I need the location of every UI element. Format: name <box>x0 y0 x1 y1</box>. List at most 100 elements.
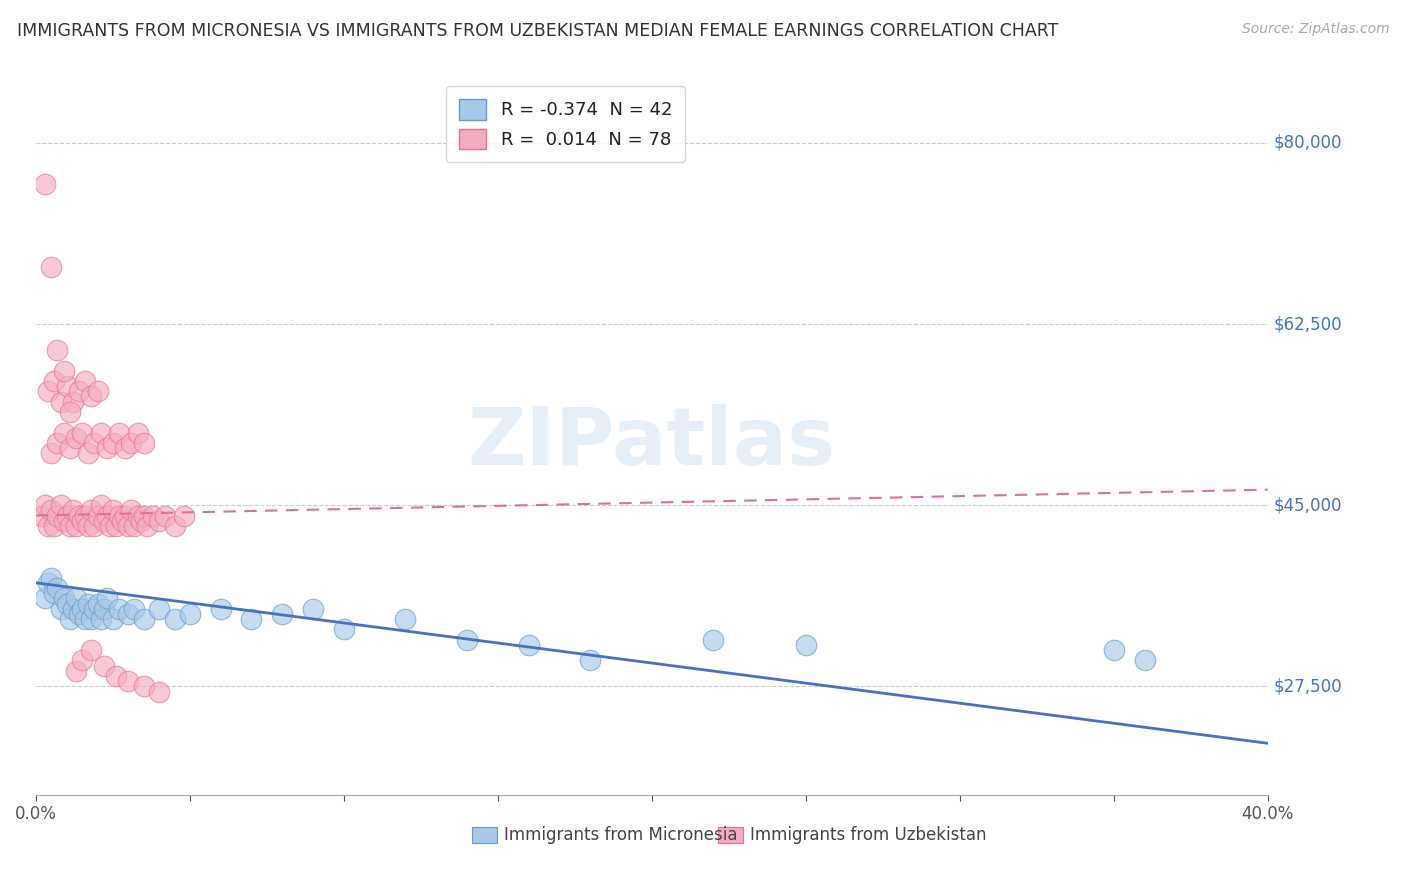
Point <box>65 519 87 533</box>
Point <box>120 436 142 450</box>
Point <box>1133 653 1156 667</box>
Point <box>37 519 59 533</box>
Point <box>105 519 128 533</box>
Point <box>67 607 90 621</box>
Point <box>132 508 155 523</box>
Point <box>105 669 128 683</box>
Point <box>77 519 100 533</box>
Point <box>517 638 540 652</box>
Point <box>86 384 108 399</box>
Point <box>148 684 170 698</box>
Point <box>83 519 105 533</box>
Point <box>114 508 136 523</box>
Point <box>96 442 118 456</box>
Point <box>41 503 63 517</box>
Point <box>41 260 63 274</box>
Point <box>1102 643 1125 657</box>
Point <box>75 612 97 626</box>
Point <box>62 601 84 615</box>
Point <box>55 508 77 523</box>
Point <box>77 446 100 460</box>
Point <box>96 508 118 523</box>
Point <box>702 632 724 647</box>
Point <box>44 519 66 533</box>
Point <box>101 612 124 626</box>
Point <box>46 581 69 595</box>
Point <box>163 612 186 626</box>
Point <box>120 503 142 517</box>
Point <box>93 658 115 673</box>
Point <box>111 514 134 528</box>
Text: $80,000: $80,000 <box>1274 134 1343 152</box>
Point <box>108 601 131 615</box>
Point <box>132 436 155 450</box>
Point <box>240 612 263 626</box>
Point <box>124 601 146 615</box>
Text: $27,500: $27,500 <box>1274 677 1343 696</box>
Point <box>127 425 149 440</box>
Point <box>37 575 59 590</box>
Point <box>34 178 56 192</box>
Point <box>80 389 103 403</box>
Point <box>70 514 93 528</box>
Point <box>96 591 118 606</box>
Point <box>114 442 136 456</box>
Point <box>75 508 97 523</box>
Point <box>333 623 356 637</box>
Point <box>44 374 66 388</box>
Point <box>83 601 105 615</box>
Point <box>83 436 105 450</box>
Point <box>101 503 124 517</box>
Point <box>41 571 63 585</box>
Point <box>271 607 294 621</box>
Point <box>209 601 232 615</box>
Point <box>70 653 93 667</box>
Point <box>163 519 186 533</box>
Point <box>80 643 103 657</box>
Point <box>179 607 201 621</box>
Point <box>90 425 112 440</box>
Point <box>80 503 103 517</box>
Text: Immigrants from Uzbekistan: Immigrants from Uzbekistan <box>751 826 987 844</box>
Point <box>129 514 152 528</box>
Point <box>49 394 72 409</box>
Point <box>80 612 103 626</box>
Point <box>108 508 131 523</box>
Text: IMMIGRANTS FROM MICRONESIA VS IMMIGRANTS FROM UZBEKISTAN MEDIAN FEMALE EARNINGS : IMMIGRANTS FROM MICRONESIA VS IMMIGRANTS… <box>17 22 1059 40</box>
Point <box>90 612 112 626</box>
Text: ZIPatlas: ZIPatlas <box>468 404 837 482</box>
Point <box>34 498 56 512</box>
Point <box>108 425 131 440</box>
Point <box>302 601 325 615</box>
Point <box>90 498 112 512</box>
Text: Source: ZipAtlas.com: Source: ZipAtlas.com <box>1241 22 1389 37</box>
Point <box>52 425 75 440</box>
Point <box>46 436 69 450</box>
Point <box>65 664 87 678</box>
Point <box>52 363 75 377</box>
Point <box>46 343 69 357</box>
Point <box>59 405 82 419</box>
Point <box>55 379 77 393</box>
Point <box>65 431 87 445</box>
Point <box>34 591 56 606</box>
Text: $62,500: $62,500 <box>1274 315 1343 333</box>
Point <box>173 508 195 523</box>
Point <box>93 601 115 615</box>
Point <box>59 612 82 626</box>
Point <box>59 519 82 533</box>
Point <box>75 374 97 388</box>
Point <box>98 519 121 533</box>
Point <box>132 679 155 693</box>
Point <box>117 519 139 533</box>
Point <box>86 508 108 523</box>
Point <box>67 384 90 399</box>
Point <box>124 519 146 533</box>
Text: Immigrants from Micronesia: Immigrants from Micronesia <box>503 826 738 844</box>
Point <box>93 514 115 528</box>
Point <box>62 394 84 409</box>
Point <box>62 503 84 517</box>
Point <box>132 612 155 626</box>
Point <box>52 514 75 528</box>
Point <box>117 607 139 621</box>
